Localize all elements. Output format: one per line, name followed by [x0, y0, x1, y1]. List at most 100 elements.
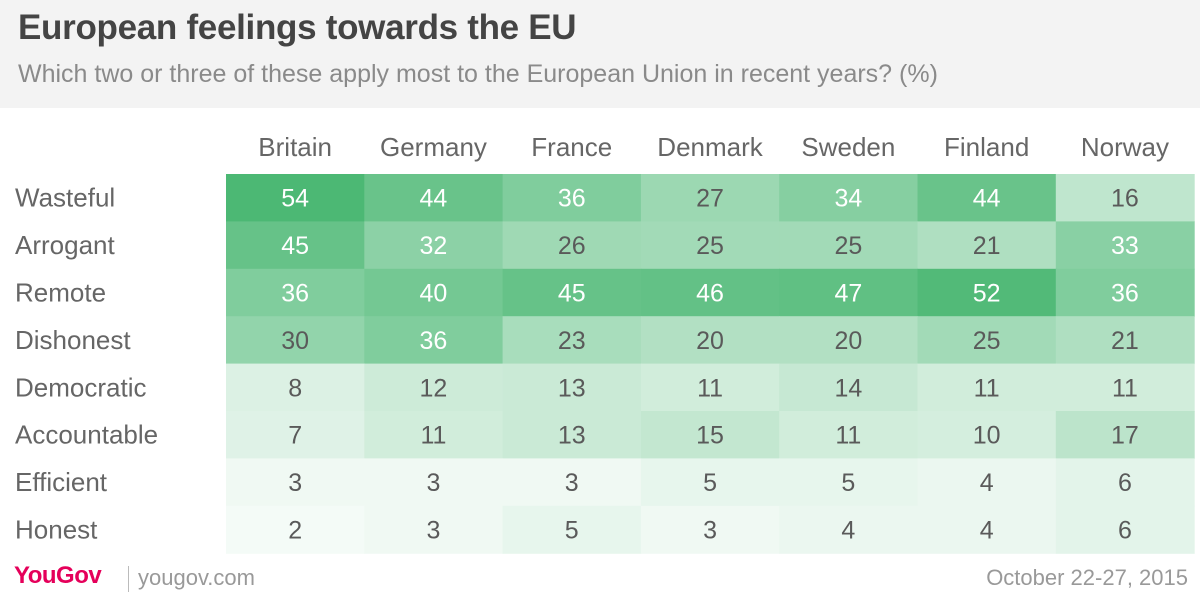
heatmap-cell [364, 363, 504, 412]
cell-value-label: 34 [834, 185, 862, 213]
cell-value-label: 25 [973, 327, 1001, 355]
heatmap-cell [779, 458, 919, 507]
cell-value-label: 30 [281, 327, 309, 355]
cell-value-label: 52 [973, 280, 1001, 308]
header-band [0, 0, 1200, 108]
heatmap-cell [1055, 363, 1195, 412]
cell-value-label: 25 [834, 232, 862, 260]
footer-date: October 22-27, 2015 [986, 565, 1188, 590]
heatmap-cell [640, 268, 780, 317]
cell-value-label: 13 [558, 422, 586, 450]
heatmap-cell [226, 316, 365, 365]
cell-value-label: 26 [558, 232, 586, 260]
cell-value-label: 36 [281, 280, 309, 308]
heatmap-cell [364, 458, 504, 507]
column-label-france: France [531, 132, 612, 162]
chart-subtitle: Which two or three of these apply most t… [18, 60, 938, 88]
heatmap-cell [364, 316, 504, 365]
cell-value-label: 15 [696, 422, 724, 450]
cell-value-label: 6 [1118, 469, 1132, 497]
heatmap-cell [226, 363, 365, 412]
cell-value-label: 32 [420, 232, 448, 260]
cell-value-label: 4 [980, 517, 994, 545]
cell-value-label: 11 [420, 422, 446, 450]
heatmap-cell [917, 505, 1057, 554]
heatmap-cell [640, 174, 780, 222]
heatmap-cell [226, 505, 365, 554]
heatmap-cell [917, 174, 1057, 222]
cell-value-label: 45 [558, 280, 586, 308]
cell-value-label: 7 [288, 422, 302, 450]
heatmap-cell [640, 505, 780, 554]
cell-value-label: 4 [841, 517, 855, 545]
cell-value-label: 3 [565, 469, 579, 497]
heatmap-cell [1055, 411, 1195, 459]
heatmap-cell [1055, 458, 1195, 507]
heatmap-cell [779, 411, 919, 459]
heatmap-cell [779, 221, 919, 270]
cell-value-label: 36 [1111, 280, 1139, 308]
column-label-britain: Britain [258, 132, 332, 162]
cell-value-label: 20 [696, 327, 724, 355]
heatmap-cell [502, 221, 642, 270]
cell-value-label: 21 [1111, 327, 1139, 355]
cell-value-label: 11 [974, 374, 1000, 402]
heatmap-cell [779, 316, 919, 365]
cell-value-label: 3 [703, 517, 717, 545]
heatmap-cell [502, 174, 642, 222]
heatmap-cell [364, 221, 504, 270]
cell-value-label: 14 [834, 374, 862, 402]
heatmap-cell [1055, 221, 1195, 270]
cell-value-label: 23 [558, 327, 586, 355]
heatmap-cell [226, 221, 365, 270]
cell-value-label: 45 [281, 232, 309, 260]
cell-value-label: 25 [696, 232, 724, 260]
cell-value-label: 36 [420, 327, 448, 355]
heatmap-cell [1055, 174, 1195, 222]
row-label-remote: Remote [15, 278, 106, 308]
cell-value-label: 8 [288, 374, 302, 402]
cell-value-label: 46 [696, 280, 724, 308]
footer-divider [128, 566, 129, 592]
cell-value-label: 11 [1112, 374, 1138, 402]
row-label-efficient: Efficient [15, 467, 108, 497]
cell-value-label: 5 [703, 469, 717, 497]
heatmap-cell [364, 411, 504, 459]
row-label-dishonest: Dishonest [15, 325, 131, 355]
column-label-finland: Finland [944, 132, 1029, 162]
cell-value-label: 27 [696, 185, 724, 213]
cell-value-label: 2 [288, 517, 302, 545]
column-label-germany: Germany [380, 132, 487, 162]
heatmap-cell [917, 316, 1057, 365]
cell-value-label: 33 [1111, 232, 1139, 260]
heatmap-cell [502, 458, 642, 507]
column-label-denmark: Denmark [657, 132, 763, 162]
cell-value-label: 3 [426, 517, 440, 545]
cell-value-label: 13 [558, 374, 586, 402]
heatmap-cell [640, 221, 780, 270]
heatmap-cell [226, 268, 365, 317]
heatmap-cell [917, 458, 1057, 507]
yougov-logo: YouGov [14, 562, 102, 589]
heatmap-cell [779, 363, 919, 412]
chart-title: European feelings towards the EU [18, 8, 577, 47]
heatmap-cell [502, 316, 642, 365]
heatmap-cell [917, 221, 1057, 270]
cell-value-label: 11 [835, 422, 861, 450]
row-label-accountable: Accountable [15, 420, 158, 450]
heatmap-cell [917, 411, 1057, 459]
cell-value-label: 3 [288, 469, 302, 497]
heatmap-cell [502, 411, 642, 459]
cell-value-label: 36 [558, 185, 586, 213]
heatmap-cell [502, 363, 642, 412]
cell-value-label: 40 [420, 280, 448, 308]
heatmap-cell [779, 174, 919, 222]
heatmap-cell [502, 268, 642, 317]
heatmap-cell [364, 268, 504, 317]
heatmap-cell [1055, 505, 1195, 554]
heatmap-cell [364, 174, 504, 222]
heatmap-cell [502, 505, 642, 554]
cell-value-label: 54 [281, 185, 309, 213]
heatmap-cell [1055, 316, 1195, 365]
